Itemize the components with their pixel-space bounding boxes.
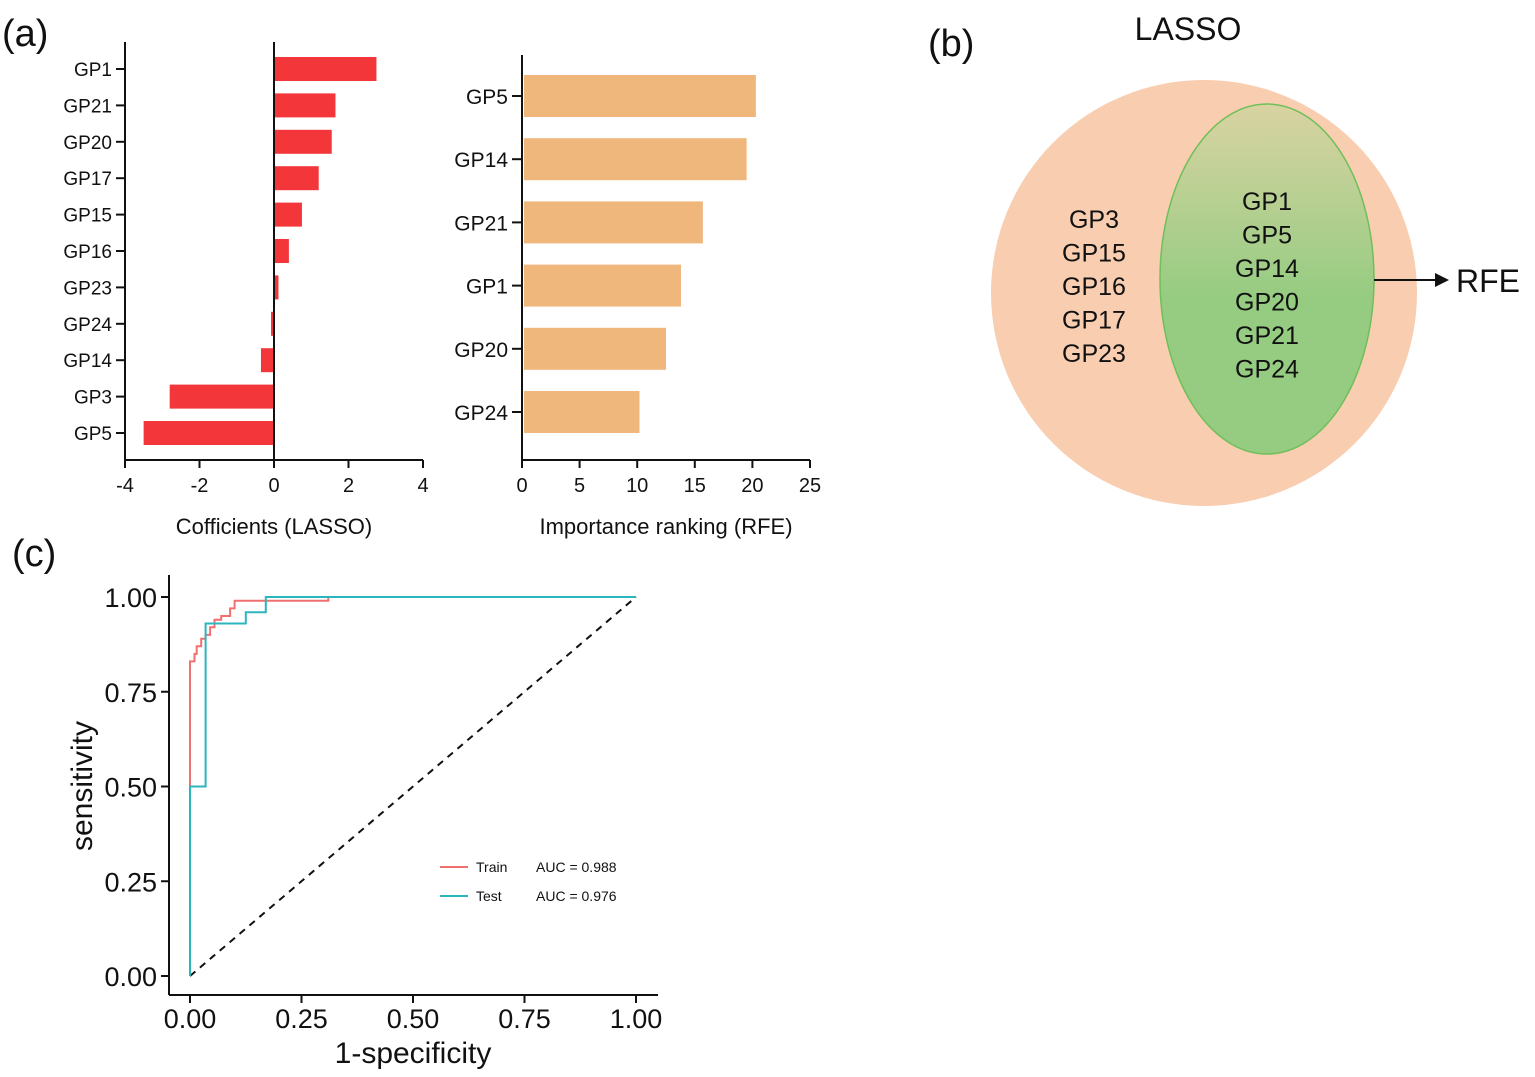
lasso-coefficient-chart: GP1 GP21 GP20 GP17 GP15 GP16 GP23 GP24 GP14 GP3 GP…	[63, 42, 429, 539]
lasso-bar-gp15	[274, 202, 302, 227]
lasso-xtick-label: 2	[343, 475, 354, 497]
rfe-ytick-label: GP21	[454, 212, 508, 235]
legend-label-test: Test	[476, 888, 502, 904]
roc-ytick-label: 1.00	[104, 583, 157, 613]
lasso-bar-gp16	[274, 239, 289, 263]
roc-xtick-label: 1.00	[610, 1004, 663, 1034]
lasso-xtick-label: -2	[191, 475, 209, 497]
lasso-ytick-label: GP24	[63, 315, 112, 336]
lasso-ytick-label: GP3	[74, 388, 112, 409]
venn-rfe-label: RFE	[1456, 263, 1520, 299]
roc-y-axis-label: sensitivity	[66, 721, 99, 851]
rfe-xtick-label: 0	[516, 475, 527, 497]
roc-ytick-label: 0.00	[104, 962, 157, 992]
lasso-xtick-label: 4	[417, 475, 428, 497]
venn-lasso-only-item: GP23	[1062, 340, 1126, 368]
rfe-bar-gp21	[524, 201, 703, 244]
rfe-ytick-label: GP14	[454, 149, 508, 172]
rfe-ytick-label: GP1	[466, 276, 508, 299]
rfe-xtick-label: 10	[626, 475, 648, 497]
rfe-bar-gp5	[524, 75, 756, 117]
roc-curve-chart: 0.00 0.25 0.50 0.75 1.00 0.00 0.25 0.50 0.75 1.0…	[66, 575, 662, 1070]
venn-lasso-title: LASSO	[1135, 11, 1242, 47]
lasso-xtick-label: -4	[116, 475, 134, 497]
rfe-ytick-label: GP20	[454, 339, 508, 362]
rfe-xtick-label: 25	[799, 475, 821, 497]
roc-line-test	[189, 596, 636, 976]
venn-lasso-only-item: GP15	[1062, 240, 1126, 268]
panel-label-c: (c)	[12, 533, 56, 575]
lasso-bar-gp3	[169, 384, 274, 409]
rfe-xtick-label: 5	[574, 475, 585, 497]
legend-auc-test: AUC = 0.976	[536, 888, 617, 904]
lasso-ytick-label: GP1	[74, 60, 112, 81]
lasso-ytick-label: GP16	[63, 242, 112, 263]
panel-label-a: (a)	[2, 13, 48, 55]
lasso-ytick-label: GP15	[63, 206, 112, 227]
roc-ytick-label: 0.50	[104, 773, 157, 803]
venn-shared-item: GP1	[1242, 188, 1292, 216]
lasso-bar-gp5	[143, 421, 274, 445]
roc-legend: Train AUC = 0.988 Test AUC = 0.976	[440, 859, 617, 904]
lasso-bar-gp23	[274, 275, 279, 300]
venn-lasso-only-item: GP17	[1062, 307, 1126, 335]
roc-xtick-label: 0.25	[275, 1004, 328, 1034]
rfe-importance-chart: GP5 GP14 GP21 GP1 GP20 GP24 0 5 10 15 20 25 Import…	[454, 55, 821, 539]
lasso-bar-gp14	[260, 348, 274, 373]
rfe-xtick-label: 15	[684, 475, 706, 497]
rfe-ytick-label: GP24	[454, 402, 508, 425]
lasso-x-axis-label: Cofficients (LASSO)	[176, 514, 372, 539]
roc-line-train	[189, 596, 636, 976]
roc-x-axis-label: 1-specificity	[335, 1037, 492, 1070]
lasso-ytick-label: GP23	[63, 278, 112, 299]
rfe-ytick-label: GP5	[466, 86, 508, 109]
lasso-ytick-label: GP20	[63, 133, 112, 154]
panel-label-b: (b)	[928, 23, 974, 65]
venn-lasso-only-item: GP3	[1069, 206, 1119, 234]
lasso-xtick-label: 0	[268, 475, 279, 497]
lasso-bar-gp21	[274, 93, 336, 118]
roc-ytick-label: 0.25	[104, 867, 157, 897]
roc-xtick-label: 0.75	[498, 1004, 551, 1034]
lasso-ytick-label: GP17	[63, 169, 112, 190]
roc-reference-line	[189, 596, 637, 977]
lasso-bar-gp17	[274, 166, 319, 191]
venn-shared-item: GP14	[1235, 255, 1299, 283]
venn-lasso-only-item: GP16	[1062, 273, 1126, 301]
venn-shared-item: GP21	[1235, 322, 1299, 350]
legend-label-train: Train	[476, 859, 507, 875]
lasso-ytick-label: GP21	[63, 96, 112, 117]
legend-auc-train: AUC = 0.988	[536, 859, 617, 875]
lasso-bar-gp1	[274, 57, 377, 81]
rfe-bar-gp1	[524, 264, 681, 307]
lasso-ytick-label: GP5	[74, 424, 112, 445]
venn-diagram: LASSO GP3 GP15 GP16 GP17 GP23 GP1 GP5 GP14 GP20…	[991, 11, 1520, 506]
arrowhead-icon	[1435, 273, 1449, 287]
rfe-bar-gp24	[524, 391, 640, 433]
lasso-bar-gp20	[274, 129, 332, 154]
roc-xtick-label: 0.50	[387, 1004, 440, 1034]
rfe-bar-gp14	[524, 138, 747, 181]
venn-shared-item: GP20	[1235, 289, 1299, 317]
venn-shared-item: GP5	[1242, 222, 1292, 250]
rfe-bar-gp20	[524, 327, 666, 370]
rfe-xtick-label: 20	[741, 475, 763, 497]
rfe-x-axis-label: Importance ranking (RFE)	[539, 514, 792, 539]
roc-ytick-label: 0.75	[104, 678, 157, 708]
venn-shared-item: GP24	[1235, 356, 1299, 384]
roc-xtick-label: 0.00	[164, 1004, 217, 1034]
lasso-ytick-label: GP14	[63, 351, 112, 372]
lasso-bar-gp24	[271, 311, 274, 336]
